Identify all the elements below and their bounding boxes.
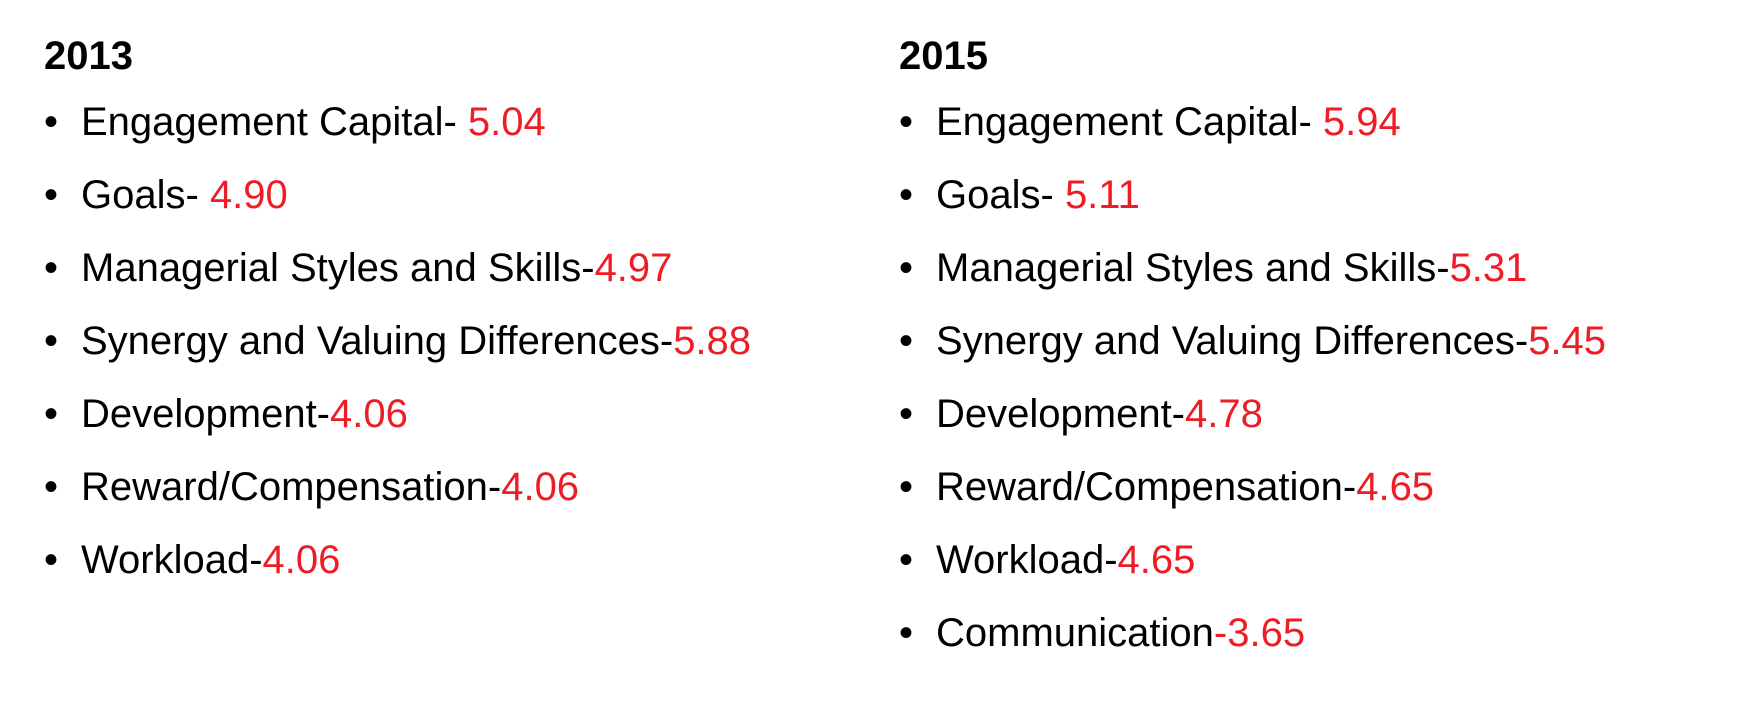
bullet-icon: • [899,465,914,509]
bullet-icon: • [899,319,914,363]
metric-value: 4.06 [262,538,341,582]
list-item: • Development-4.78 [899,378,1606,451]
bullet-icon: • [44,100,59,144]
metric-value: 5.88 [673,319,752,363]
metric-value: 4.97 [594,246,673,290]
bullet-icon: • [44,173,59,217]
metric-value: 4.90 [209,173,288,217]
metric-label: Goals- [936,173,1065,217]
metric-label: Reward/Compensation- [936,465,1357,509]
bullet-icon: • [899,100,914,144]
list-item: • Synergy and Valuing Differences-5.45 [899,305,1606,378]
bullet-icon: • [899,611,914,655]
metric-label: Goals- [81,173,210,217]
bullet-icon: • [44,538,59,582]
metric-value: 5.45 [1528,319,1607,363]
list-item: • Managerial Styles and Skills-5.31 [899,232,1606,305]
column-2015: 2015 • Engagement Capital- 5.94 • Goals- 5… [899,30,1606,670]
metric-label: Managerial Styles and Skills- [81,246,595,290]
bullet-icon: • [899,173,914,217]
list-item: • Engagement Capital- 5.94 [899,86,1606,159]
metric-value: 4.06 [501,465,580,509]
metric-label: Communication [936,611,1214,655]
list-item: • Goals- 5.11 [899,159,1606,232]
list-item: • Synergy and Valuing Differences-5.88 [44,305,751,378]
metric-value: 5.04 [467,100,546,144]
list-item: • Workload-4.06 [44,524,751,597]
bullet-icon: • [44,319,59,363]
list-item: • Managerial Styles and Skills-4.97 [44,232,751,305]
metric-value: 4.78 [1185,392,1263,436]
list-item: • Communication-3.65 [899,597,1606,670]
metric-value: 5.94 [1322,100,1401,144]
bullet-icon: • [44,465,59,509]
bullet-icon: • [44,392,59,436]
metric-label: Reward/Compensation- [81,465,502,509]
column-heading: 2015 [899,34,988,78]
metric-label: Managerial Styles and Skills- [936,246,1450,290]
column-2013: 2013 • Engagement Capital- 5.04 • Goals- 4… [44,30,751,597]
list-item: • Workload-4.65 [899,524,1606,597]
metric-list: • Engagement Capital- 5.94 • Goals- 5.11 •… [899,86,1606,670]
metric-label: Development- [936,392,1186,436]
bullet-icon: • [899,246,914,290]
metric-label: Synergy and Valuing Differences- [936,319,1529,363]
metric-list: • Engagement Capital- 5.04 • Goals- 4.90 •… [44,86,751,597]
metric-value: -3.65 [1213,611,1306,655]
list-item: • Goals- 4.90 [44,159,751,232]
metric-value: 4.06 [330,392,408,436]
bullet-icon: • [44,246,59,290]
metric-label: Workload- [936,538,1118,582]
list-item: • Development-4.06 [44,378,751,451]
metric-value: 4.65 [1356,465,1435,509]
metric-value: 4.65 [1117,538,1196,582]
metric-value: 5.11 [1064,173,1140,217]
column-heading: 2013 [44,34,133,78]
list-item: • Reward/Compensation-4.06 [44,451,751,524]
metric-label: Synergy and Valuing Differences- [81,319,674,363]
bullet-icon: • [899,538,914,582]
metric-label: Development- [81,392,331,436]
metric-label: Engagement Capital- [81,100,468,144]
bullet-icon: • [899,392,914,436]
metric-label: Workload- [81,538,263,582]
list-item: • Engagement Capital- 5.04 [44,86,751,159]
metric-value: 5.31 [1449,246,1528,290]
list-item: • Reward/Compensation-4.65 [899,451,1606,524]
metric-label: Engagement Capital- [936,100,1323,144]
